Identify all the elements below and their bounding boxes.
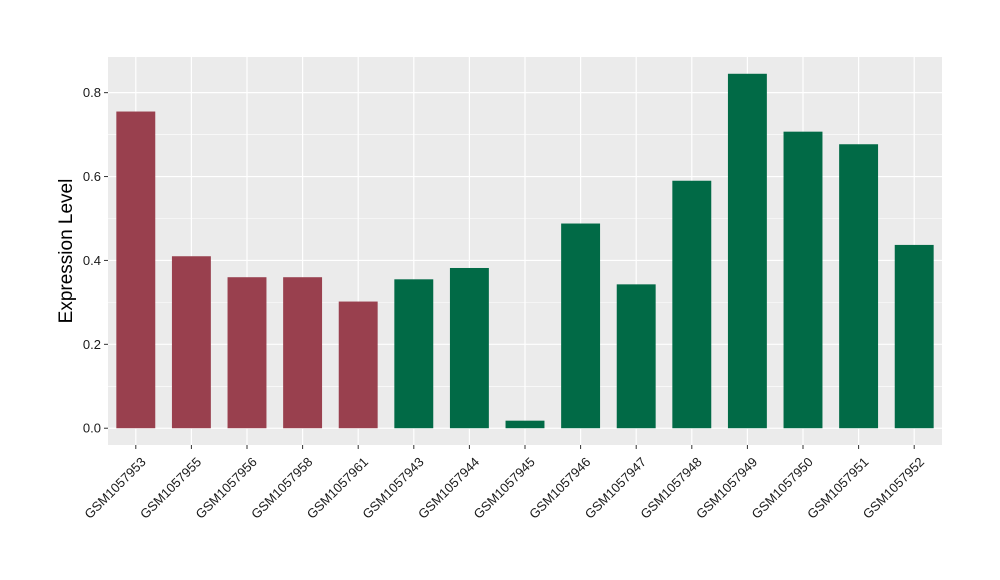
bar-GSM1057958 [283, 277, 323, 429]
y-axis: 0.0 0.2 0.4 0.6 0.8 [83, 85, 108, 436]
x-axis: GSM1057953GSM1057955GSM1057956GSM1057958… [81, 445, 927, 522]
bar-GSM1057948 [672, 180, 712, 429]
y-tick-label: 0.4 [83, 253, 101, 268]
bar-GSM1057950 [783, 131, 823, 429]
bars [116, 73, 934, 429]
bar-GSM1057944 [449, 267, 489, 429]
bar-GSM1057961 [338, 301, 378, 429]
bar-GSM1057949 [727, 73, 767, 429]
y-tick-label: 0.2 [83, 337, 101, 352]
bar-GSM1057947 [616, 284, 656, 429]
y-tick-label: 0.8 [83, 85, 101, 100]
bar-GSM1057953 [116, 111, 156, 429]
y-axis-title: Expression Level [56, 179, 77, 324]
bar-GSM1057952 [894, 244, 934, 429]
y-tick-label: 0.6 [83, 169, 101, 184]
bar-GSM1057951 [839, 144, 879, 429]
bar-GSM1057943 [394, 279, 434, 429]
bar-GSM1057955 [171, 256, 211, 429]
y-tick-label: 0.0 [83, 421, 101, 436]
bar-GSM1057945 [505, 420, 545, 429]
bar-GSM1057946 [561, 223, 601, 429]
bar-GSM1057956 [227, 277, 267, 429]
